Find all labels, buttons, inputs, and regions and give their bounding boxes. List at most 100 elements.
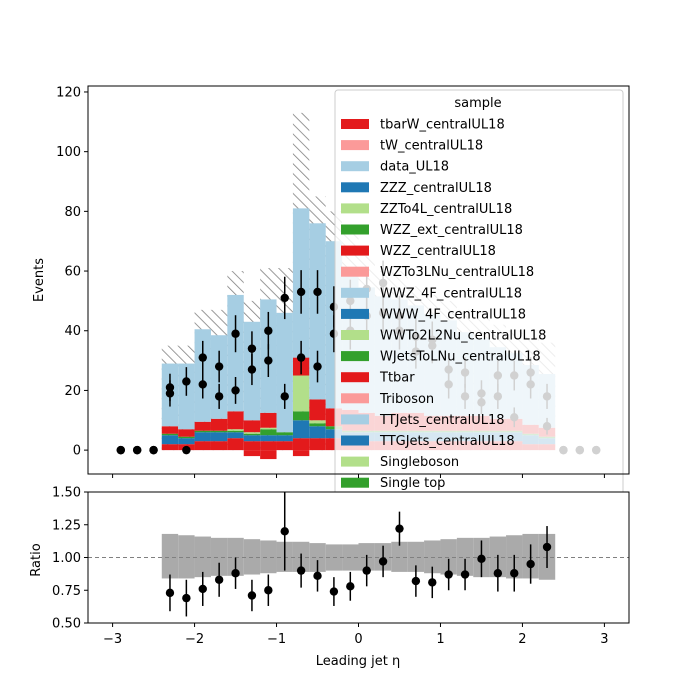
legend-label: Triboson [379,392,434,407]
data-point [231,329,240,338]
data-point [182,377,191,386]
stack-bar [309,426,326,439]
y-tick-label: 0 [73,444,81,459]
ratio-y-tick-label: 0.75 [52,584,81,599]
stack-bar [325,426,343,430]
stack-bar [243,433,261,436]
data-point [198,380,207,389]
legend-swatch [341,203,369,214]
ratio-point [346,582,355,591]
ratio-band-bin [407,541,425,572]
legend-swatch [341,287,369,298]
legend-label: tW_centralUL18 [380,139,483,154]
ratio-x-ticks: −3 −2 −1 0 1 2 3 [103,623,609,647]
data-point [313,362,322,371]
legend-label: TTGJets_centralUL18 [379,434,515,449]
ratio-band-bin [227,537,244,576]
ratio-point [198,584,207,594]
legend-swatch [341,330,369,340]
stack-bar-negative [260,450,277,460]
stack-bar [227,294,244,412]
y-tick-label: 20 [64,384,81,399]
ratio-point [510,569,519,578]
legend-label: WZZ_centralUL18 [380,244,496,259]
ratio-point [280,527,289,536]
data-point [231,386,240,395]
ratio-point [542,542,552,552]
data-point [165,383,175,392]
stack-bar [194,441,211,451]
legend-label: WWW_4F_centralUL18 [380,307,526,322]
ratio-point [247,591,257,600]
data-point [182,445,191,455]
legend-title: sample [454,96,501,111]
stack-bar [161,426,179,434]
legend-label: ZZZ_centralUL18 [380,181,492,196]
ratio-point [378,557,388,566]
stack-bar [178,438,195,445]
main-x-ticks [112,474,605,478]
stack-bar [210,432,228,442]
ratio-point [444,570,453,579]
legend-label: WWZ_4F_centralUL18 [380,286,522,301]
ratio-band-bin [243,539,261,575]
legend-swatch [341,477,369,488]
ratio-y-ticks: 0.50 0.75 1.00 1.25 1.50 [52,486,88,632]
ratio-band-bin [178,535,195,579]
y-tick-label: 80 [64,205,81,220]
data-point [264,326,273,335]
ratio-x-tick-label: 1 [436,632,444,647]
y-tick-label: 60 [64,265,81,280]
stack-bar [210,430,228,433]
ratio-point [526,559,535,569]
legend-swatch [341,245,369,256]
legend-swatch [341,372,369,383]
stack-bar [243,432,261,434]
ratio-point [411,576,421,586]
ratio-x-tick-label: −2 [185,632,204,647]
ratio-y-tick-label: 1.00 [52,551,81,566]
stack-bar [243,420,261,433]
ratio-point [329,587,339,596]
legend-swatch [341,351,369,362]
y-tick-label: 120 [56,85,81,100]
ratio-band-bin [309,543,326,572]
y-tick-label: 100 [56,145,81,160]
data-point [247,365,257,374]
stack-bar [292,438,310,451]
stack-bar [227,438,244,451]
ratio-point [231,569,240,578]
stack-bar [260,412,277,428]
ratio-point [165,588,175,598]
stack-bar [260,429,277,436]
main-y-ticks: 0 20 40 60 80 100 120 [56,85,88,459]
stack-bar [178,363,195,430]
x-axis-label: Leading jet η [316,654,401,669]
ratio-point [182,593,191,603]
legend-label: tbarW_centralUL18 [380,118,505,133]
legend-swatch [341,393,369,404]
stack-bar [227,411,244,430]
ratio-point [493,569,503,578]
stack-bar [292,411,310,421]
ratio-x-tick-label: 2 [518,632,526,647]
ratio-point [214,575,224,584]
stack-bar [276,432,293,436]
legend-label: WJetsToLNu_centralUL18 [380,350,541,365]
legend-swatch [341,140,369,151]
ratio-point [460,570,470,579]
legend-swatch [341,161,369,172]
ratio-band-bin [194,536,211,578]
legend-label: WZTo3LNu_centralUL18 [380,265,534,280]
stack-bar [178,429,195,437]
data-point [280,293,289,303]
stack-bar [276,435,293,442]
ratio-panel: 0.50 0.75 1.00 1.25 1.50 −3 −2 −1 0 1 2 3 Ratio Le… [29,486,630,669]
ratio-band-bin [210,537,228,576]
stack-bar [325,429,343,439]
legend-label: Singleboson [380,455,459,470]
stack-bar-negative [243,450,261,457]
ratio-band-bin [391,541,408,572]
stack-bar [227,430,244,433]
ratio-point [428,578,437,587]
